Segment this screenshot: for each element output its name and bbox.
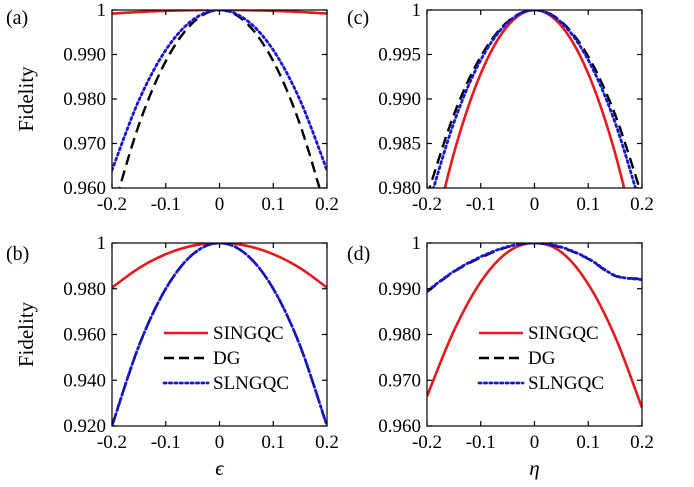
panel-label: (a)	[6, 7, 28, 29]
x-tick-label: -0.1	[151, 194, 181, 215]
y-tick-label: 0.995	[378, 45, 421, 66]
x-tick-label: 0.2	[315, 194, 339, 215]
y-tick-label: 0.990	[378, 279, 421, 300]
y-tick-label: 1	[97, 0, 107, 21]
y-tick-label: 1	[412, 0, 422, 21]
x-tick-label: 0	[530, 194, 540, 215]
y-tick-label: 0.980	[63, 279, 106, 300]
y-tick-label: 0.920	[63, 416, 106, 437]
panel-b: -0.2 -0.1 0 0.1 0.2 0.920 0.940 0.960 0.980 1 (b) F…	[6, 233, 339, 480]
x-tick-label: -0.2	[97, 432, 127, 453]
x-tick-label: 0.2	[630, 432, 654, 453]
x-axis-title: η	[529, 456, 539, 480]
x-tick-label: -0.1	[466, 194, 496, 215]
series-line-singqc	[443, 10, 626, 188]
x-tick-label: 0	[215, 432, 225, 453]
panel-label: (c)	[347, 7, 369, 29]
y-tick-label: 0.980	[378, 178, 421, 199]
series-line-singqc	[112, 10, 327, 15]
legend-label-slngqc: SLNGQC	[213, 373, 289, 394]
y-tick-label: 0.990	[63, 45, 106, 66]
legend-label-slngqc: SLNGQC	[528, 373, 604, 394]
legend-label-dg: DG	[528, 348, 556, 369]
x-tick-label: 0.2	[630, 194, 654, 215]
series-line-slngqc	[112, 10, 327, 172]
y-tick-label: 0.960	[63, 325, 106, 346]
legend: SINGQC DG SLNGQC	[162, 323, 289, 394]
y-tick-label: 0.990	[378, 89, 421, 110]
series-line-slngqc	[427, 243, 642, 293]
panel-label: (b)	[6, 243, 29, 265]
x-tick-label: 0	[215, 194, 225, 215]
x-tick-label: 0.1	[261, 194, 285, 215]
y-axis-title: Fidelity	[14, 66, 38, 132]
legend-label-dg: DG	[213, 348, 241, 369]
x-tick-label: 0.1	[576, 194, 600, 215]
series-group	[428, 10, 641, 188]
y-tick-label: 0.985	[378, 134, 421, 155]
series-line-singqc	[427, 243, 642, 409]
panel-a: -0.2 -0.1 0 0.1 0.2 0.960 0.970 0.980 0.990 1 (a) F…	[6, 0, 339, 215]
x-tick-label: -0.1	[466, 432, 496, 453]
panel-d: -0.2 -0.1 0 0.1 0.2 0.960 0.970 0.980 0.990 1 (d) η…	[347, 233, 654, 480]
x-tick-label: 0.1	[261, 432, 285, 453]
panel-label: (d)	[347, 243, 370, 265]
legend: SINGQC DG SLNGQC	[477, 323, 604, 394]
panel-c: -0.2 -0.1 0 0.1 0.2 0.980 0.985 0.990 0.995 1 (c)	[347, 0, 654, 215]
series-group	[112, 10, 327, 188]
y-tick-label: 0.970	[63, 134, 106, 155]
y-tick-label: 1	[412, 233, 422, 254]
x-tick-label: -0.2	[412, 194, 442, 215]
legend-label-singqc: SINGQC	[213, 323, 284, 344]
y-tick-label: 0.960	[378, 416, 421, 437]
y-axis-title: Fidelity	[14, 301, 38, 367]
plot-frame	[111, 9, 328, 189]
series-line-singqc	[112, 243, 327, 289]
x-tick-label: 0.1	[576, 432, 600, 453]
legend-label-singqc: SINGQC	[528, 323, 599, 344]
x-tick-label: 0	[530, 432, 540, 453]
y-tick-label: 1	[97, 233, 107, 254]
series-line-dg	[428, 10, 641, 188]
y-tick-label: 0.980	[63, 89, 106, 110]
y-tick-label: 0.970	[378, 370, 421, 391]
y-tick-label: 0.940	[63, 370, 106, 391]
series-line-slngqc	[112, 243, 327, 426]
x-tick-label: -0.2	[97, 194, 127, 215]
x-tick-label: -0.1	[151, 432, 181, 453]
series-group	[427, 243, 642, 409]
x-tick-label: 0.2	[315, 432, 339, 453]
series-line-slngqc	[432, 10, 637, 188]
series-line-dg	[118, 10, 321, 188]
y-tick-label: 0.980	[378, 325, 421, 346]
y-tick-label: 0.960	[63, 178, 106, 199]
x-axis-title: ϵ	[215, 456, 225, 480]
x-tick-label: -0.2	[412, 432, 442, 453]
series-group	[112, 243, 327, 426]
